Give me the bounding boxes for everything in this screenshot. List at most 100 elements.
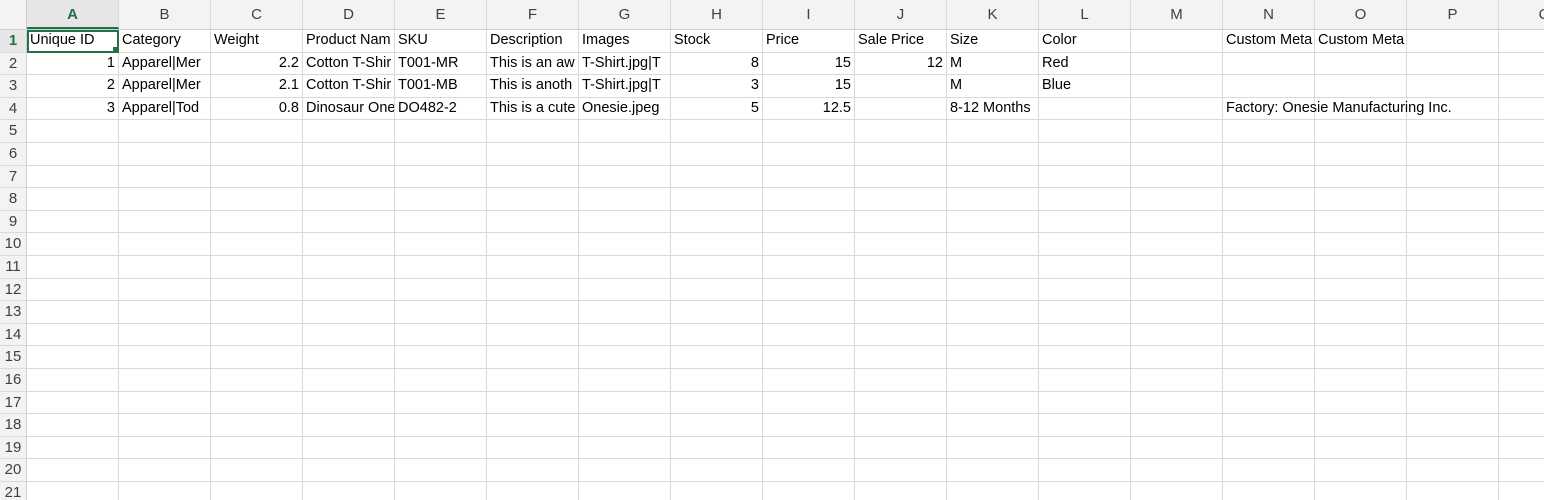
cell-d5[interactable]: [303, 120, 395, 143]
column-header-g[interactable]: G: [579, 0, 671, 29]
cell-n2[interactable]: [1223, 52, 1315, 76]
cell-f2[interactable]: This is an aw: [487, 52, 579, 76]
cell-p18[interactable]: [1407, 414, 1499, 437]
cell-j21[interactable]: [855, 481, 947, 500]
cell-l18[interactable]: [1039, 414, 1131, 437]
column-header-d[interactable]: D: [303, 0, 395, 29]
cell-o16[interactable]: [1315, 368, 1407, 392]
cell-d10[interactable]: [303, 233, 395, 256]
cell-b3[interactable]: Apparel|Mer: [119, 75, 211, 98]
cell-b20[interactable]: [119, 459, 211, 482]
cell-q6[interactable]: [1499, 143, 1544, 166]
cell-e4[interactable]: DO482-2: [395, 97, 487, 121]
row-header-19[interactable]: 19: [0, 436, 27, 460]
cell-q1[interactable]: [1499, 30, 1544, 53]
cell-d8[interactable]: [303, 188, 395, 211]
cell-h14[interactable]: [671, 323, 763, 347]
cell-p8[interactable]: [1407, 188, 1499, 211]
cell-o7[interactable]: [1315, 165, 1407, 189]
cell-h1[interactable]: Stock: [671, 30, 763, 53]
cell-l15[interactable]: [1039, 346, 1131, 369]
cell-c19[interactable]: [211, 436, 303, 460]
row-header-17[interactable]: 17: [0, 391, 27, 415]
cell-j16[interactable]: [855, 368, 947, 392]
cell-a19[interactable]: [27, 436, 119, 460]
cell-p1[interactable]: [1407, 30, 1499, 53]
cell-b5[interactable]: [119, 120, 211, 143]
cell-c15[interactable]: [211, 346, 303, 369]
cell-n12[interactable]: [1223, 278, 1315, 302]
cell-n10[interactable]: [1223, 233, 1315, 256]
cell-n13[interactable]: [1223, 301, 1315, 324]
cell-m18[interactable]: [1131, 414, 1223, 437]
cell-l6[interactable]: [1039, 142, 1131, 166]
cell-e12[interactable]: [395, 278, 487, 302]
cell-j17[interactable]: [855, 391, 947, 415]
cell-e11[interactable]: [395, 255, 487, 279]
cell-j4[interactable]: [855, 97, 947, 121]
cell-d9[interactable]: [303, 210, 395, 234]
column-header-f[interactable]: F: [487, 0, 579, 29]
cell-q11[interactable]: [1499, 256, 1544, 279]
cell-o9[interactable]: [1315, 210, 1407, 234]
cell-j10[interactable]: [855, 233, 947, 256]
cell-i13[interactable]: [763, 301, 855, 324]
cell-q17[interactable]: [1499, 392, 1544, 415]
cell-p11[interactable]: [1407, 255, 1499, 279]
column-header-k[interactable]: K: [947, 0, 1039, 29]
column-header-l[interactable]: L: [1039, 0, 1131, 29]
row-header-21[interactable]: 21: [0, 481, 27, 500]
row-header-15[interactable]: 15: [0, 346, 27, 369]
cell-e20[interactable]: [395, 459, 487, 482]
cell-b9[interactable]: [119, 210, 211, 234]
cell-c5[interactable]: [211, 120, 303, 143]
cell-d21[interactable]: [303, 481, 395, 500]
cell-j15[interactable]: [855, 346, 947, 369]
row-header-1[interactable]: 1: [0, 30, 27, 53]
cell-e21[interactable]: [395, 481, 487, 500]
cell-o1[interactable]: Custom Meta 2: [1315, 30, 1407, 53]
cell-m10[interactable]: [1131, 233, 1223, 256]
cell-g3[interactable]: T-Shirt.jpg|T: [579, 75, 671, 98]
cell-h20[interactable]: [671, 459, 763, 482]
cell-o17[interactable]: [1315, 391, 1407, 415]
cell-d12[interactable]: [303, 278, 395, 302]
cell-h12[interactable]: [671, 278, 763, 302]
cell-m7[interactable]: [1131, 165, 1223, 189]
cell-k3[interactable]: M: [947, 75, 1039, 98]
cell-a7[interactable]: [27, 165, 119, 189]
cell-i2[interactable]: 15: [763, 52, 855, 76]
cell-g13[interactable]: [579, 301, 671, 324]
cell-j2[interactable]: 12: [855, 52, 947, 76]
cell-o12[interactable]: [1315, 278, 1407, 302]
cell-m21[interactable]: [1131, 481, 1223, 500]
cell-l4[interactable]: [1039, 97, 1131, 121]
cell-m2[interactable]: [1131, 52, 1223, 76]
cell-f5[interactable]: [487, 120, 579, 143]
row-header-3[interactable]: 3: [0, 75, 27, 98]
cell-l5[interactable]: [1039, 120, 1131, 143]
cell-a17[interactable]: [27, 391, 119, 415]
cell-n21[interactable]: [1223, 481, 1315, 500]
cell-d13[interactable]: [303, 301, 395, 324]
cell-m3[interactable]: [1131, 75, 1223, 98]
cell-b19[interactable]: [119, 436, 211, 460]
cell-c17[interactable]: [211, 391, 303, 415]
cell-n11[interactable]: [1223, 255, 1315, 279]
cell-g11[interactable]: [579, 255, 671, 279]
cell-i6[interactable]: [763, 142, 855, 166]
cell-a3[interactable]: 2: [27, 75, 119, 98]
column-header-j[interactable]: J: [855, 0, 947, 29]
cell-g14[interactable]: [579, 323, 671, 347]
cell-j3[interactable]: [855, 75, 947, 98]
cell-k21[interactable]: [947, 481, 1039, 500]
cell-j1[interactable]: Sale Price: [855, 30, 947, 53]
cell-a9[interactable]: [27, 210, 119, 234]
row-header-16[interactable]: 16: [0, 368, 27, 392]
cell-e9[interactable]: [395, 210, 487, 234]
cell-i15[interactable]: [763, 346, 855, 369]
cell-f1[interactable]: Description: [487, 30, 579, 53]
cell-i21[interactable]: [763, 481, 855, 500]
column-header-b[interactable]: B: [119, 0, 211, 29]
cell-j14[interactable]: [855, 323, 947, 347]
